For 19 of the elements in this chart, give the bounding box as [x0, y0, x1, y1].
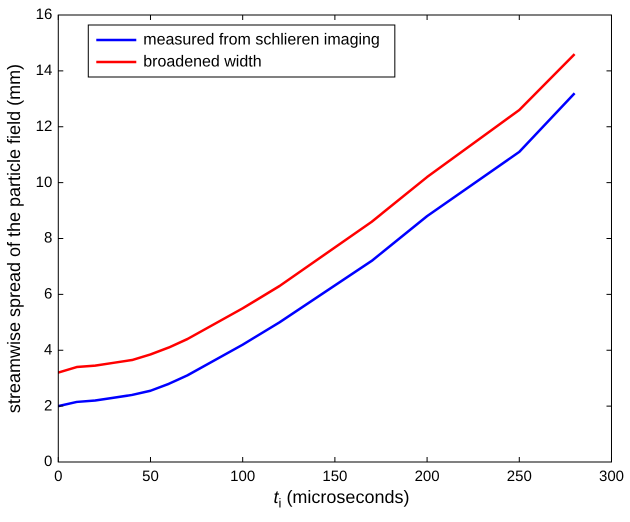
x-tick-label: 300 — [598, 468, 624, 486]
y-tick-label: 6 — [44, 286, 52, 303]
x-tick-label: 150 — [322, 468, 348, 486]
x-tick-label: 50 — [142, 468, 159, 486]
x-axis-title: t$_{i}$ (microseconds) — [272, 487, 410, 511]
y-tick-label: 4 — [44, 341, 52, 358]
x-tick-label: 200 — [414, 468, 440, 486]
x-tick-label: 250 — [506, 468, 532, 486]
y-tick-label: 12 — [36, 118, 52, 135]
x-tick-label: 100 — [230, 468, 256, 486]
y-tick-label: 16 — [36, 6, 52, 24]
y-tick-label: 10 — [36, 174, 52, 191]
y-tick-label: 8 — [44, 230, 52, 247]
y-tick-label: 2 — [44, 397, 52, 414]
y-axis-title: streamwise spread of the particle field (mm) — [4, 64, 24, 414]
y-tick-label: 0 — [44, 453, 52, 470]
y-tick-label: 14 — [36, 62, 52, 80]
legend-label: broadened width — [143, 53, 262, 70]
legend-label: measured from schlieren imaging — [143, 31, 380, 48]
